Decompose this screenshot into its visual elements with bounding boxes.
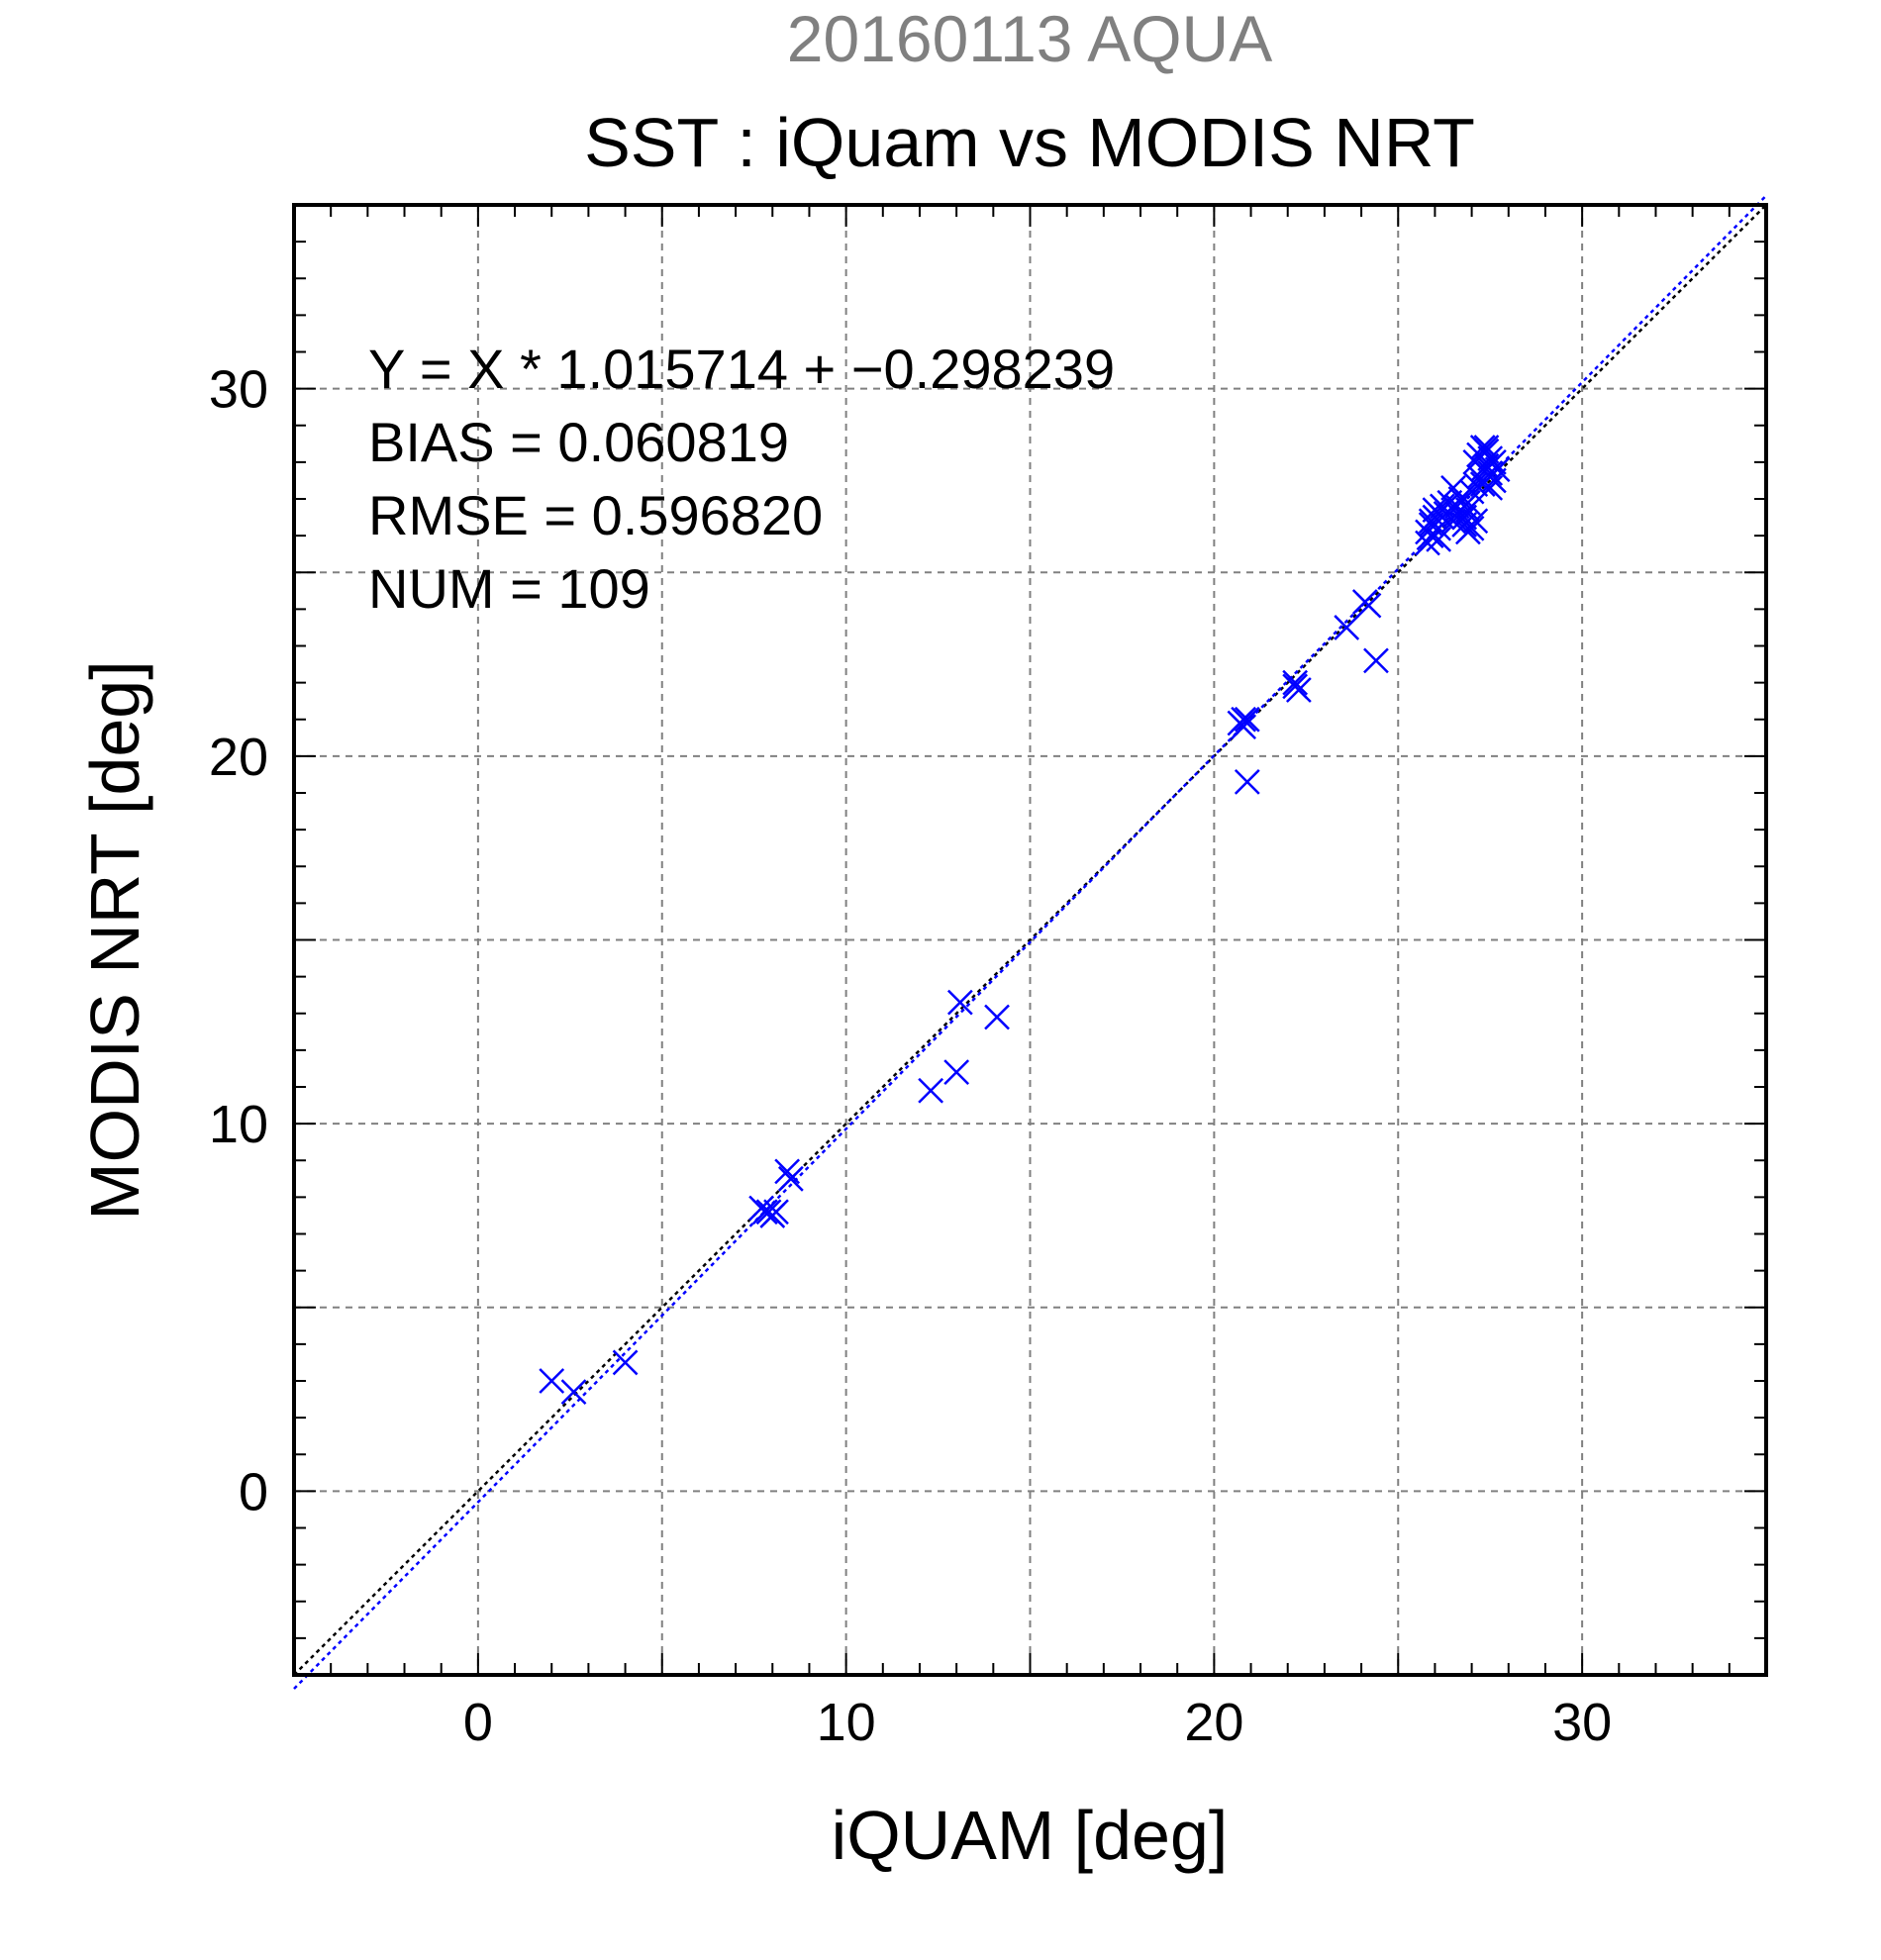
data-points [539, 435, 1511, 1406]
data-point [1426, 526, 1452, 552]
stats-num: NUM = 109 [368, 557, 650, 620]
data-point [1231, 714, 1256, 740]
data-point [984, 1004, 1010, 1030]
data-point [1477, 474, 1504, 501]
data-point [1454, 489, 1481, 516]
x-tick-label: 0 [463, 1693, 493, 1752]
fit-line [293, 194, 1767, 1690]
data-point [1481, 448, 1507, 475]
y-tick-label: 30 [209, 360, 268, 420]
stats-bias: BIAS = 0.060819 [368, 411, 789, 473]
data-point [1351, 589, 1378, 615]
data-point [1282, 669, 1309, 696]
data-point [777, 1165, 804, 1192]
x-tick-label: 30 [1552, 1693, 1612, 1752]
plot-frame [292, 203, 1768, 1677]
data-point [1418, 512, 1444, 538]
data-point [751, 1199, 778, 1225]
data-point [1473, 435, 1500, 460]
data-point [1282, 673, 1309, 700]
data-point [774, 1158, 801, 1185]
data-point [1234, 706, 1260, 733]
data-point [1458, 515, 1485, 541]
x-tick-label: 20 [1184, 1693, 1243, 1752]
grid [294, 205, 1766, 1675]
data-point [763, 1199, 789, 1225]
chart-title: SST : iQuam vs MODIS NRT [584, 104, 1475, 181]
reference-lines [293, 194, 1767, 1690]
chart-subtitle: 20160113 AQUA [787, 2, 1273, 75]
data-point [1334, 615, 1360, 640]
y-tick-label: 0 [239, 1462, 268, 1521]
data-point [1363, 647, 1389, 674]
stats-fit-equation: Y = X * 1.015714 + −0.298239 [368, 338, 1115, 400]
stats-box: Y = X * 1.015714 + −0.298239 BIAS = 0.06… [368, 338, 1115, 620]
y-tick-label: 10 [209, 1095, 268, 1154]
one-to-one-line [293, 204, 1767, 1676]
data-point [539, 1368, 565, 1394]
data-point [1231, 706, 1256, 733]
data-point [1462, 508, 1489, 535]
data-point [943, 1059, 970, 1086]
data-point [560, 1379, 587, 1406]
data-point [918, 1077, 944, 1104]
y-tick-label: 20 [209, 728, 268, 787]
stats-rmse: RMSE = 0.596820 [368, 484, 823, 546]
tick-labels: 0 10 20 30 0 10 20 30 [209, 360, 1612, 1752]
y-axis-label: MODIS NRT [deg] [76, 660, 153, 1220]
x-axis-label: iQUAM [deg] [832, 1797, 1229, 1874]
data-point [612, 1349, 639, 1376]
data-point [1469, 471, 1496, 498]
x-tick-label: 10 [817, 1693, 876, 1752]
data-point [1234, 768, 1260, 795]
data-point [946, 989, 973, 1016]
